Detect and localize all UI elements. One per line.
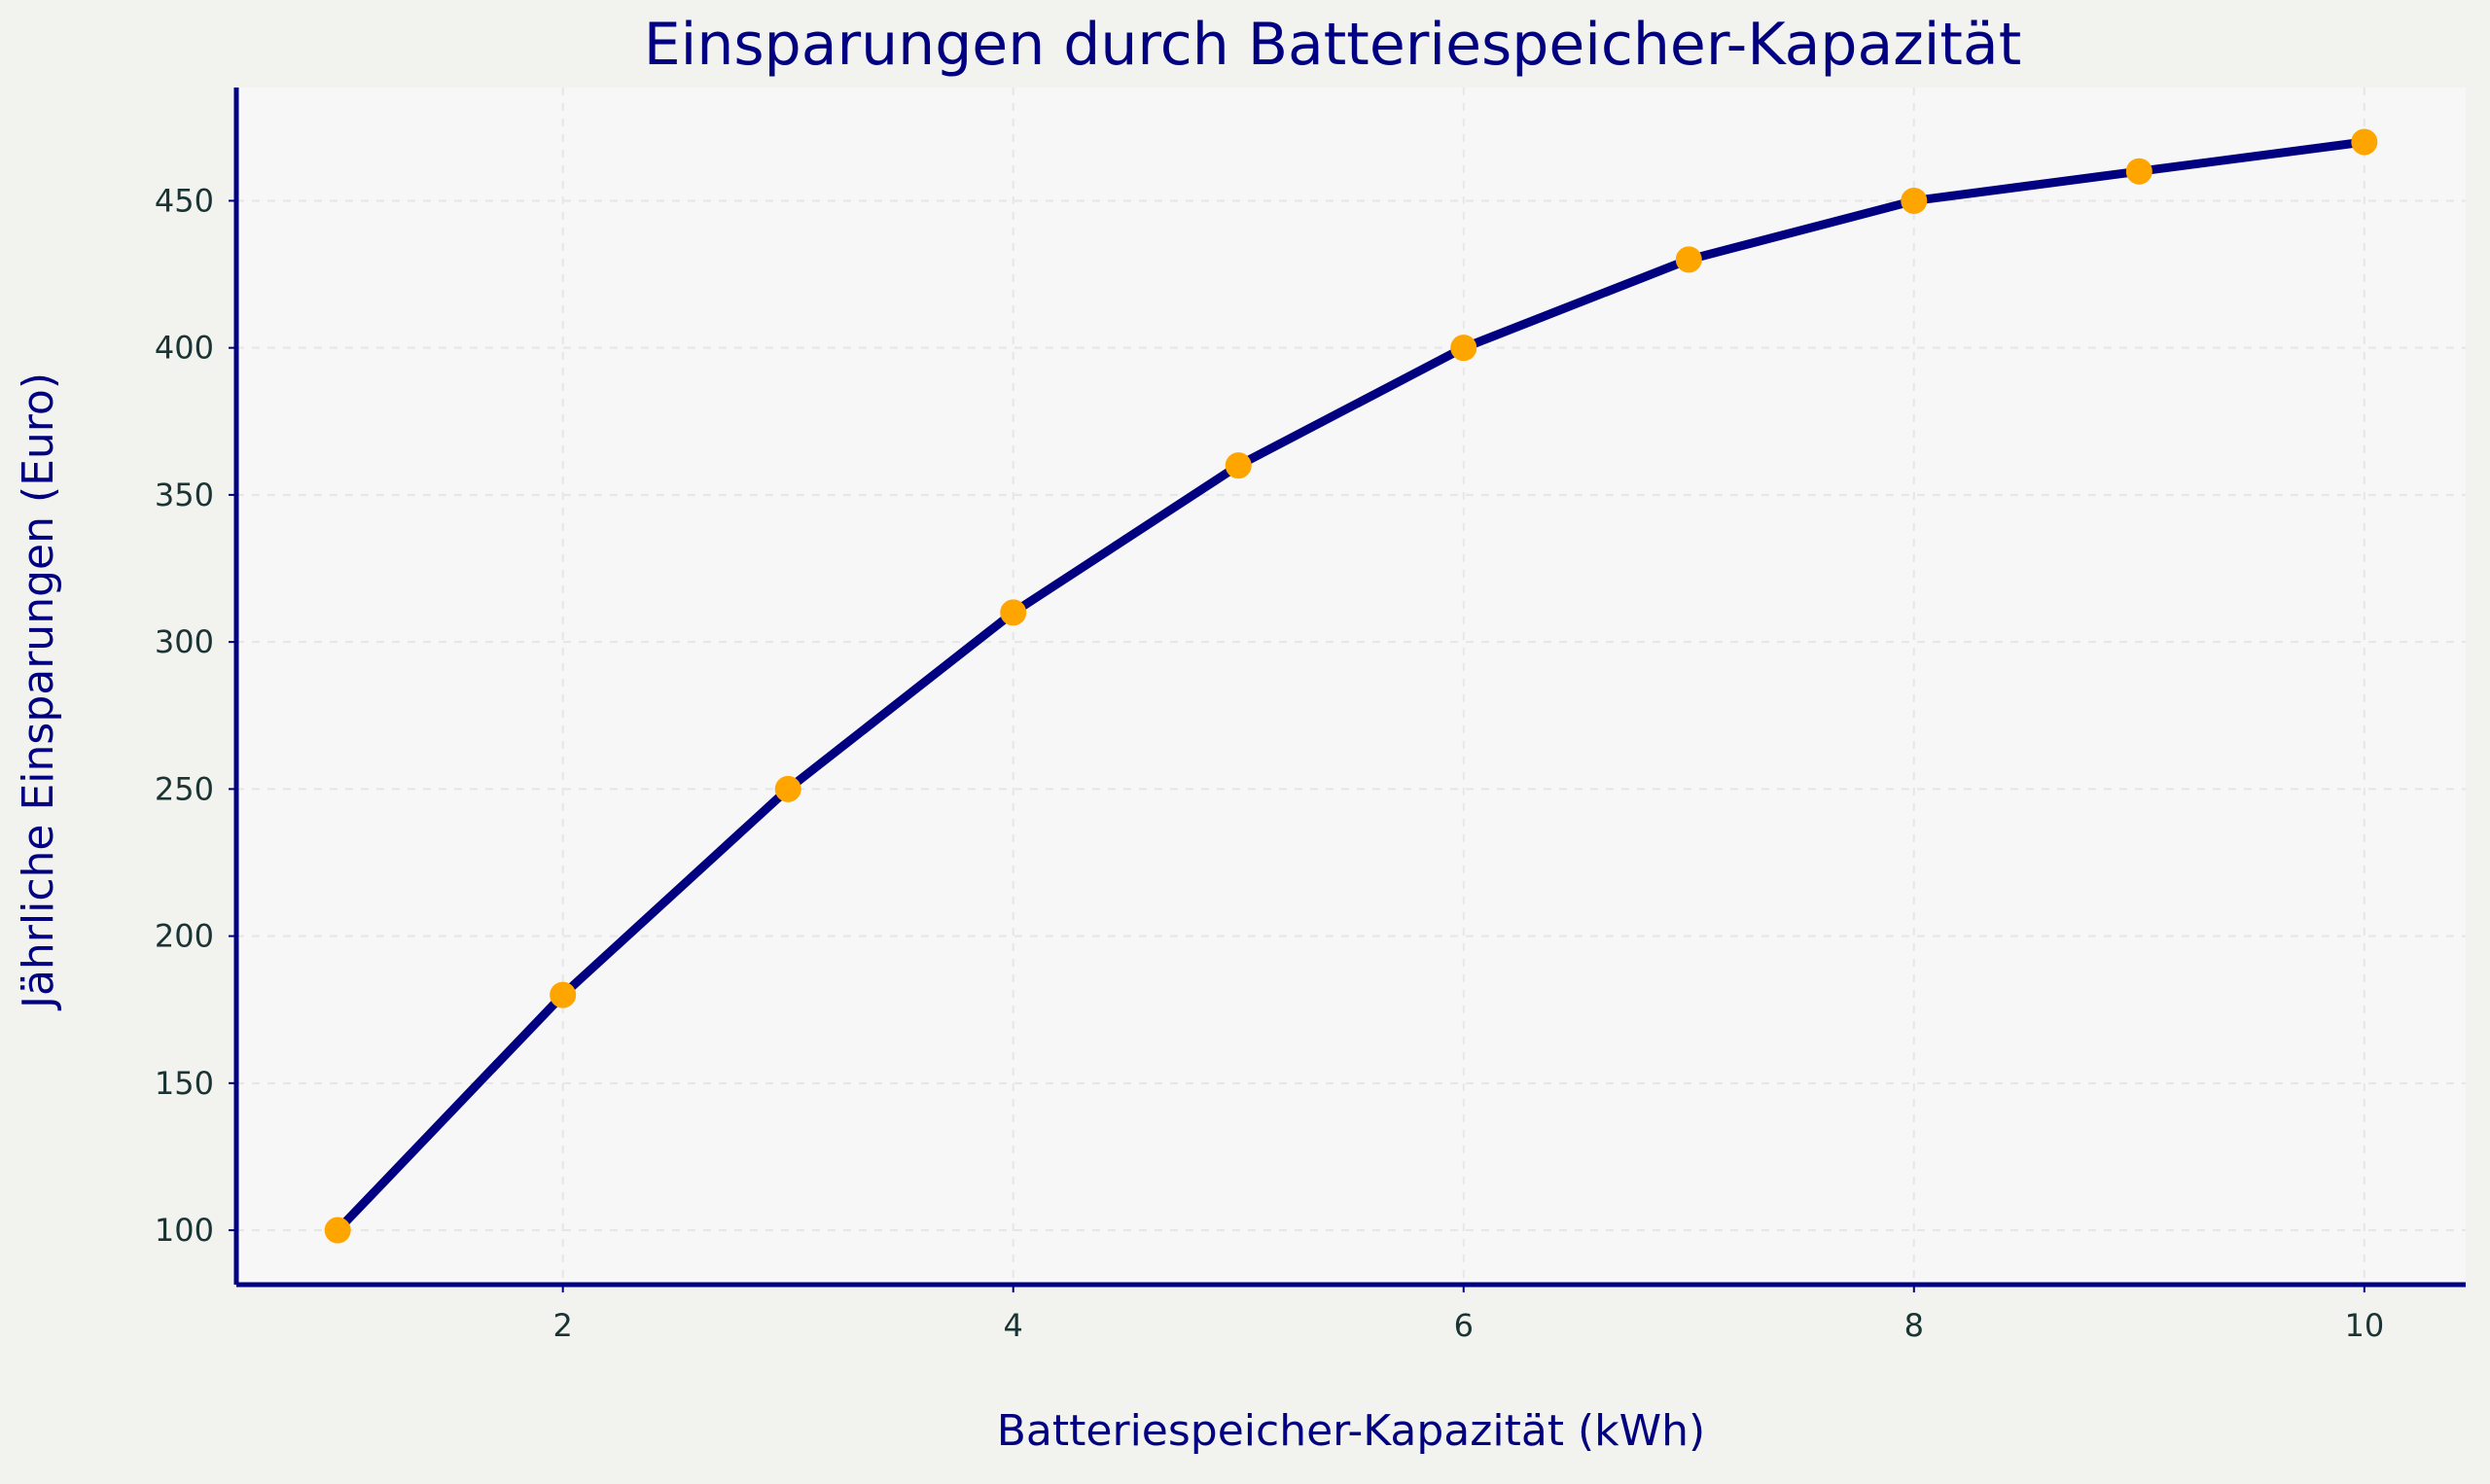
y-tick-label: 450 bbox=[155, 182, 214, 219]
y-tick-label: 400 bbox=[155, 330, 214, 367]
plot-area bbox=[236, 88, 2466, 1285]
x-tick-label: 10 bbox=[2344, 1307, 2384, 1344]
data-point bbox=[2125, 158, 2152, 185]
x-tick-label: 8 bbox=[1904, 1307, 1924, 1344]
x-ticks: 2 4 6 8 10 bbox=[553, 1285, 2384, 1344]
y-tick-label: 200 bbox=[155, 918, 214, 955]
x-axis-label: Batteriespeicher-Kapazität (kWh) bbox=[997, 1406, 1705, 1456]
x-tick-label: 6 bbox=[1454, 1307, 1474, 1344]
y-tick-label: 350 bbox=[155, 477, 214, 513]
data-point bbox=[324, 1217, 351, 1244]
y-tick-label: 250 bbox=[155, 770, 214, 807]
data-point bbox=[2351, 128, 2378, 156]
series-line bbox=[333, 137, 2369, 1235]
y-ticks: 100 150 200 250 300 350 400 450 bbox=[155, 182, 236, 1249]
data-point bbox=[1225, 452, 1252, 479]
y-tick-label: 100 bbox=[155, 1212, 214, 1249]
series bbox=[324, 128, 2378, 1244]
y-axis-label: Jährliche Einsparungen (Euro) bbox=[14, 372, 63, 1011]
y-tick-label: 300 bbox=[155, 623, 214, 660]
data-point bbox=[1450, 335, 1477, 362]
data-point bbox=[1675, 246, 1702, 273]
chart-title: Einsparungen durch Batteriespeicher-Kapa… bbox=[644, 11, 2021, 79]
grid bbox=[236, 88, 2466, 1285]
data-point bbox=[550, 981, 577, 1008]
data-point bbox=[774, 775, 801, 802]
x-tick-label: 4 bbox=[1004, 1307, 1023, 1344]
x-tick-label: 2 bbox=[553, 1307, 573, 1344]
data-point bbox=[1000, 599, 1027, 626]
y-tick-label: 150 bbox=[155, 1065, 214, 1102]
data-point bbox=[1901, 187, 1928, 214]
